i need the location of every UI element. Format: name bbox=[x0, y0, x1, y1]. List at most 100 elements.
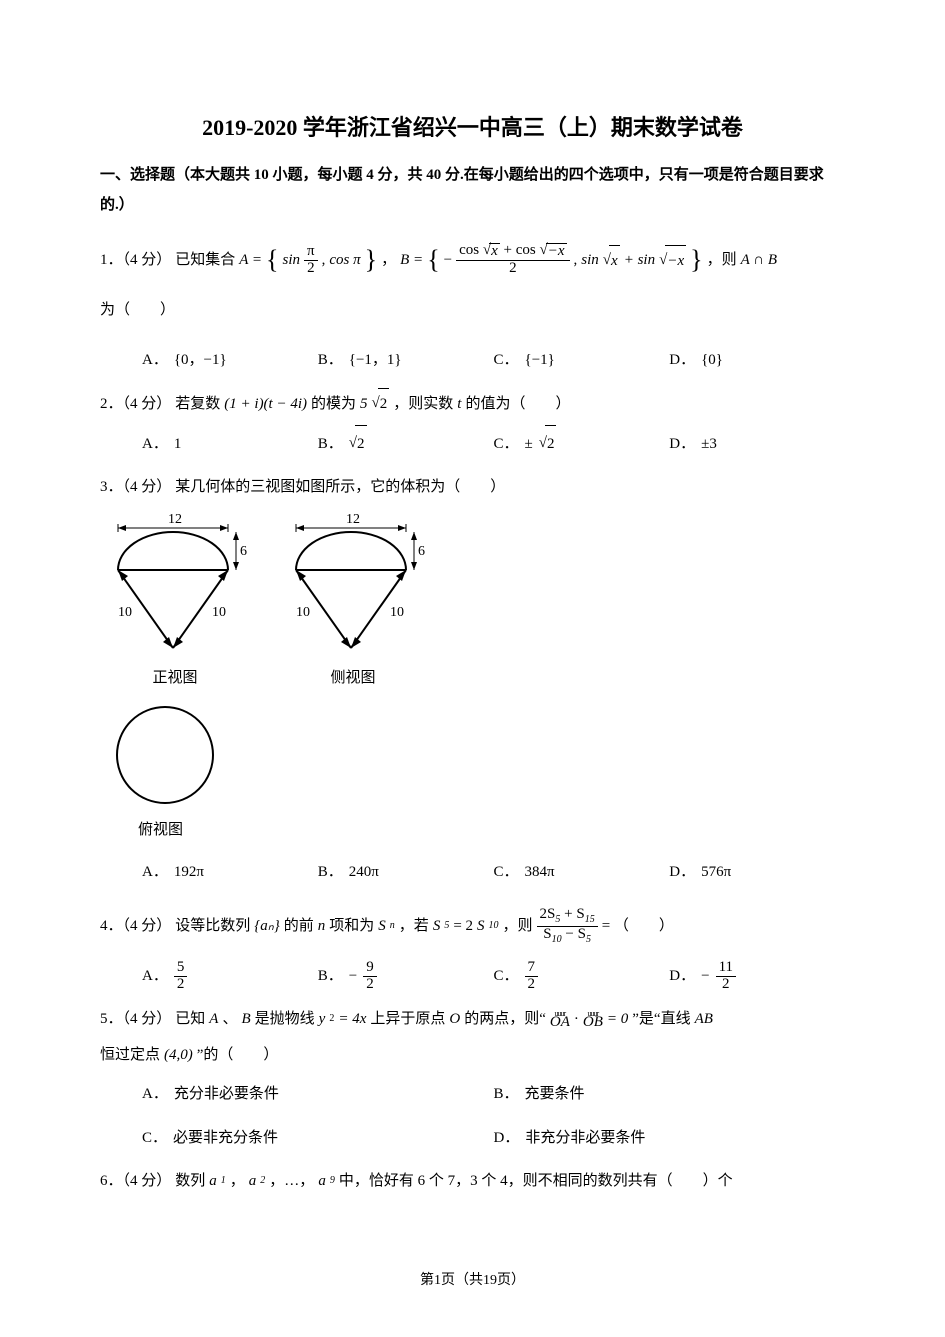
frac: 112 bbox=[716, 960, 736, 993]
d: 2 bbox=[525, 977, 539, 993]
front-view: 12 6 10 10 正视图 bbox=[100, 508, 250, 696]
q4-opt-c: C．72 bbox=[494, 958, 670, 994]
brace-l: { bbox=[266, 234, 278, 286]
OA: OA bbox=[550, 1017, 570, 1028]
front-view-svg: 12 6 10 10 bbox=[100, 508, 250, 658]
vector-OB-icon: uuurOB bbox=[583, 1011, 603, 1027]
sub: 9 bbox=[330, 1171, 335, 1191]
question-6: 6．（4 分） 数列 a1 ， a2 ，…， a9 中，恰好有 6 个 7，3 … bbox=[100, 1166, 845, 1196]
frac-num: π bbox=[304, 244, 318, 261]
t: ，若 bbox=[399, 911, 429, 941]
dim-top: 12 bbox=[168, 512, 182, 527]
dim-right: 10 bbox=[390, 605, 404, 620]
label: C． bbox=[494, 342, 519, 378]
S: S bbox=[477, 911, 485, 941]
q1-setB-lhs: B = bbox=[400, 245, 423, 275]
brace-r: } bbox=[690, 234, 702, 286]
OB: OB bbox=[583, 1017, 603, 1028]
sub: 15 bbox=[585, 914, 595, 925]
comma: , bbox=[574, 245, 578, 275]
dim-left: 10 bbox=[118, 605, 132, 620]
q3-stem: 3．（4 分） 某几何体的三视图如图所示，它的体积为（ ） bbox=[100, 472, 845, 502]
eq: = 2 bbox=[453, 911, 473, 941]
q5-opt-a: A．充分非必要条件 bbox=[142, 1076, 494, 1112]
q1-stem: 1．（4 分） 已知集合 A = { sin π 2 , cos π } ， B… bbox=[100, 234, 845, 286]
O: O bbox=[449, 1004, 460, 1034]
val: 240π bbox=[349, 854, 379, 890]
t: 中，恰好有 6 个 7，3 个 4，则不相同的数列共有（ ）个 bbox=[339, 1166, 733, 1196]
q1-post: ，则 bbox=[707, 245, 737, 275]
t: + cos bbox=[504, 242, 536, 258]
val: 576π bbox=[701, 854, 731, 890]
t: 若复数 bbox=[175, 389, 220, 419]
q3-opt-b: B．240π bbox=[318, 854, 494, 890]
A: A bbox=[209, 1004, 218, 1034]
label: D． bbox=[669, 342, 695, 378]
q1-sin: sin bbox=[283, 245, 301, 275]
n: 5 bbox=[174, 960, 188, 977]
rad: 2 bbox=[355, 425, 367, 462]
sqrt-icon: 2 bbox=[349, 425, 367, 462]
val: {0，−1} bbox=[174, 342, 227, 378]
t: ”的（ ） bbox=[197, 1040, 279, 1070]
label: C． bbox=[494, 426, 519, 462]
q3-opt-a: A．192π bbox=[142, 854, 318, 890]
y: y bbox=[319, 1004, 326, 1034]
dim-right: 10 bbox=[212, 605, 226, 620]
label: B． bbox=[318, 958, 343, 994]
q4-frac: 2S5 + S15 S10 − S5 bbox=[537, 907, 598, 945]
q3-number: 3．（4 分） bbox=[100, 472, 171, 502]
sqrt-icon: 2 bbox=[372, 388, 390, 419]
val: 1 bbox=[174, 426, 182, 462]
frac: 52 bbox=[174, 960, 188, 993]
S: S bbox=[378, 911, 386, 941]
val: {−1，1} bbox=[349, 342, 402, 378]
question-3: 3．（4 分） 某几何体的三视图如图所示，它的体积为（ ） 12 6 bbox=[100, 472, 845, 890]
frac-num: 2S5 + S15 bbox=[537, 907, 598, 927]
q2-opt-a: A．1 bbox=[142, 425, 318, 462]
val: 必要非充分条件 bbox=[173, 1120, 278, 1156]
eq0: = 0 bbox=[607, 1004, 628, 1034]
d: 2 bbox=[174, 977, 188, 993]
t: 已知 bbox=[175, 1004, 205, 1034]
q1-text: 已知集合 bbox=[175, 245, 235, 275]
label: B． bbox=[494, 1076, 519, 1112]
coef: 5 bbox=[360, 389, 368, 419]
section-heading: 一、选择题（本大题共 10 小题，每小题 4 分，共 40 分.在每小题给出的四… bbox=[100, 160, 845, 220]
q6-number: 6．（4 分） bbox=[100, 1166, 171, 1196]
label: D． bbox=[669, 426, 695, 462]
t: 2S bbox=[540, 906, 556, 922]
label: B． bbox=[318, 426, 343, 462]
rad: 2 bbox=[545, 425, 557, 462]
t: sin bbox=[581, 245, 599, 275]
q1-setB-frac: cos x + cos −x 2 bbox=[456, 243, 569, 277]
q4-opt-b: B．−92 bbox=[318, 958, 494, 994]
label: A． bbox=[142, 342, 168, 378]
front-label: 正视图 bbox=[152, 660, 197, 696]
dot: · bbox=[574, 1004, 579, 1034]
a: a bbox=[318, 1166, 326, 1196]
q5-stem2: 恒过定点 (4,0) ”的（ ） bbox=[100, 1040, 845, 1070]
t: + sin bbox=[624, 245, 655, 275]
sub: 5 bbox=[444, 916, 449, 936]
t: 的前 bbox=[284, 911, 314, 941]
q1-mid: ， bbox=[381, 245, 396, 275]
label: D． bbox=[494, 1120, 520, 1156]
sub: 5 bbox=[586, 934, 591, 945]
q1-opt-d: D．{0} bbox=[669, 342, 845, 378]
sqrt-icon: −x bbox=[659, 245, 686, 276]
t: 恒过定点 bbox=[100, 1040, 160, 1070]
neg: − bbox=[444, 245, 452, 275]
t: − S bbox=[562, 926, 586, 942]
frac-num: cos x + cos −x bbox=[456, 243, 569, 261]
rad: x bbox=[609, 245, 620, 276]
rad: −x bbox=[546, 243, 567, 260]
q4-number: 4．（4 分） bbox=[100, 911, 171, 941]
q3-figure: 12 6 10 10 正视图 bbox=[100, 508, 845, 848]
q1-opt-b: B．{−1，1} bbox=[318, 342, 494, 378]
t: 上异于原点 bbox=[370, 1004, 445, 1034]
n: n bbox=[318, 911, 326, 941]
sub: 2 bbox=[260, 1171, 265, 1191]
dim-h: 6 bbox=[240, 544, 247, 559]
label: B． bbox=[318, 342, 343, 378]
